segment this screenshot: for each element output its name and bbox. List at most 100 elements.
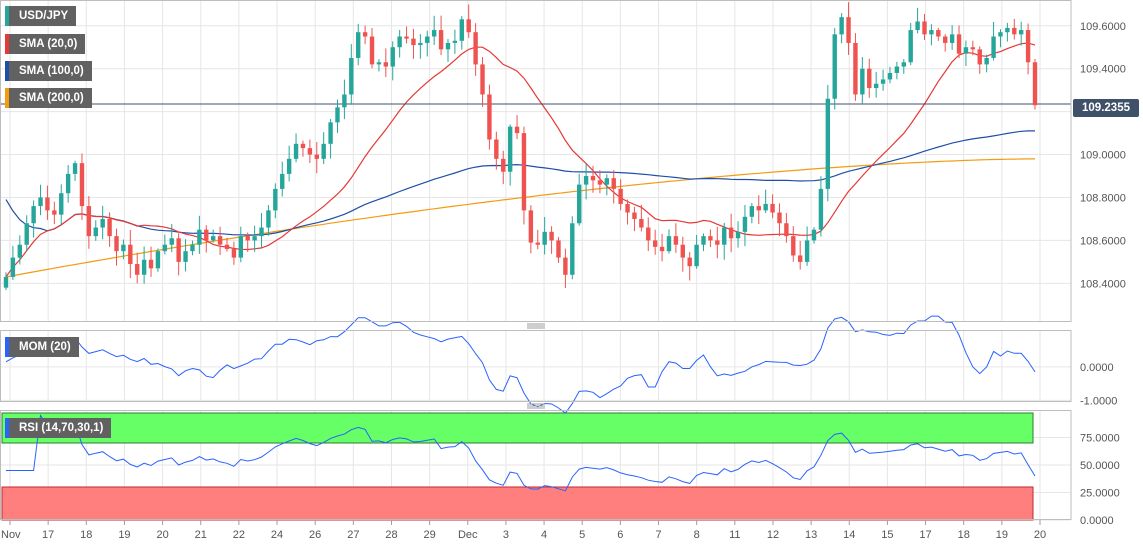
candle-body: [480, 64, 485, 95]
time-tick-label: 17: [42, 529, 54, 541]
rsi-tick-label: 25.0000: [1080, 488, 1120, 500]
candle-body: [514, 126, 520, 134]
candle-body: [770, 203, 775, 213]
candle-body: [915, 21, 920, 31]
candle-body: [93, 227, 98, 237]
candle-body: [466, 19, 471, 33]
price-tick-label: 109.4000: [1080, 64, 1126, 76]
candle-body: [611, 178, 616, 189]
candle-body: [597, 180, 603, 185]
candle-body: [10, 257, 16, 277]
candle-body: [867, 68, 872, 89]
candle-body: [998, 32, 1003, 37]
candle-body: [673, 236, 679, 245]
rsi-line: [6, 414, 1036, 492]
time-axis: Nov 17 18 19 20 21 22 24 26 27 28 29 Dec 3 4 5 6 7 8 11 12 13…: [1, 520, 1046, 541]
candle-body: [728, 227, 734, 239]
candle-body: [59, 193, 64, 215]
candle-body: [176, 238, 181, 262]
candle-body: [266, 210, 271, 228]
candle-body: [473, 32, 478, 65]
time-tick-label: 11: [729, 529, 740, 541]
candle-body: [148, 259, 154, 269]
price-tick-label: 108.4000: [1080, 278, 1126, 290]
legend-sma200[interactable]: SMA (200,0): [5, 88, 92, 108]
sma100-label: SMA (100,0): [19, 65, 84, 77]
legend-rsi[interactable]: RSI (14,70,30,1): [5, 418, 112, 438]
rsi-zones: [1, 412, 1034, 521]
candle-body: [307, 148, 313, 155]
candle-body: [901, 62, 906, 67]
candle-body: [929, 30, 934, 35]
instrument-name: USD/JPY: [19, 10, 69, 22]
time-tick-label: 19: [118, 529, 130, 541]
candle-body: [563, 257, 568, 275]
candle-body: [204, 229, 209, 241]
price-tick-label: 108.8000: [1080, 192, 1126, 204]
candle-body: [252, 236, 257, 241]
candle-body: [749, 206, 755, 217]
candle-body: [735, 231, 741, 239]
current-price-badge: 109.2355: [1073, 99, 1139, 117]
rsi-oversold-zone: [1, 486, 1034, 521]
candle-body: [238, 236, 244, 258]
candle-body: [956, 34, 962, 54]
candle-body: [217, 236, 223, 245]
candle-body: [715, 240, 720, 245]
candle-body: [708, 236, 713, 241]
panel-frames: [0, 0, 1072, 520]
candle-body: [943, 36, 948, 43]
panel-border: [0, 0, 1072, 322]
momentum-label: MOM (20): [19, 341, 71, 353]
legend-sma20[interactable]: SMA (20,0): [5, 34, 86, 54]
candle-body: [549, 231, 554, 241]
time-tick-label: Dec: [458, 529, 478, 541]
rsi-overbought-zone: [1, 412, 1034, 444]
candle-body: [528, 210, 534, 243]
legend-sma100[interactable]: SMA (100,0): [5, 61, 92, 81]
candle-body: [404, 36, 409, 39]
candle-body: [397, 36, 402, 48]
time-tick-label: 8: [694, 529, 700, 541]
rsi-swatch: [5, 418, 9, 438]
candle-body: [1025, 30, 1031, 63]
candle-body: [832, 34, 837, 99]
candle-body: [128, 244, 133, 265]
candle-body: [618, 188, 623, 204]
candle-body: [52, 210, 57, 215]
sma200-swatch: [5, 88, 9, 108]
candle-body: [328, 122, 333, 144]
time-tick-label: 13: [805, 529, 817, 541]
candlestick-series: [3, 2, 1038, 291]
candle-body: [280, 173, 285, 189]
candle-body: [17, 244, 23, 258]
candle-body: [860, 68, 865, 95]
time-tick-label: 18: [80, 529, 92, 541]
candle-body: [425, 36, 430, 43]
sma100-swatch: [5, 61, 9, 81]
legend-momentum[interactable]: MOM (20): [5, 337, 79, 357]
candle-body: [1018, 30, 1024, 35]
candle-body: [418, 42, 423, 46]
candle-body: [977, 49, 982, 65]
time-tick-label: 15: [881, 529, 893, 541]
sma200-line: [5, 158, 1035, 278]
candle-body: [369, 36, 375, 65]
candle-body: [632, 212, 637, 219]
candle-body: [542, 231, 547, 245]
rsi-tick-label: 50.0000: [1080, 460, 1120, 472]
candle-body: [314, 154, 319, 159]
candle-body: [349, 57, 354, 95]
candle-body: [65, 173, 71, 194]
price-tick-label: 108.6000: [1080, 235, 1126, 247]
panel-border: [0, 410, 1072, 520]
candle-body: [659, 246, 665, 252]
candle-body: [970, 47, 976, 50]
candle-body: [86, 206, 92, 237]
momentum-tick-label: 0.0000: [1080, 362, 1114, 374]
candle-body: [487, 94, 492, 140]
candle-body: [908, 30, 913, 63]
candle-body: [880, 79, 886, 84]
candle-body: [1032, 62, 1038, 106]
time-tick-label: Nov: [1, 529, 21, 541]
